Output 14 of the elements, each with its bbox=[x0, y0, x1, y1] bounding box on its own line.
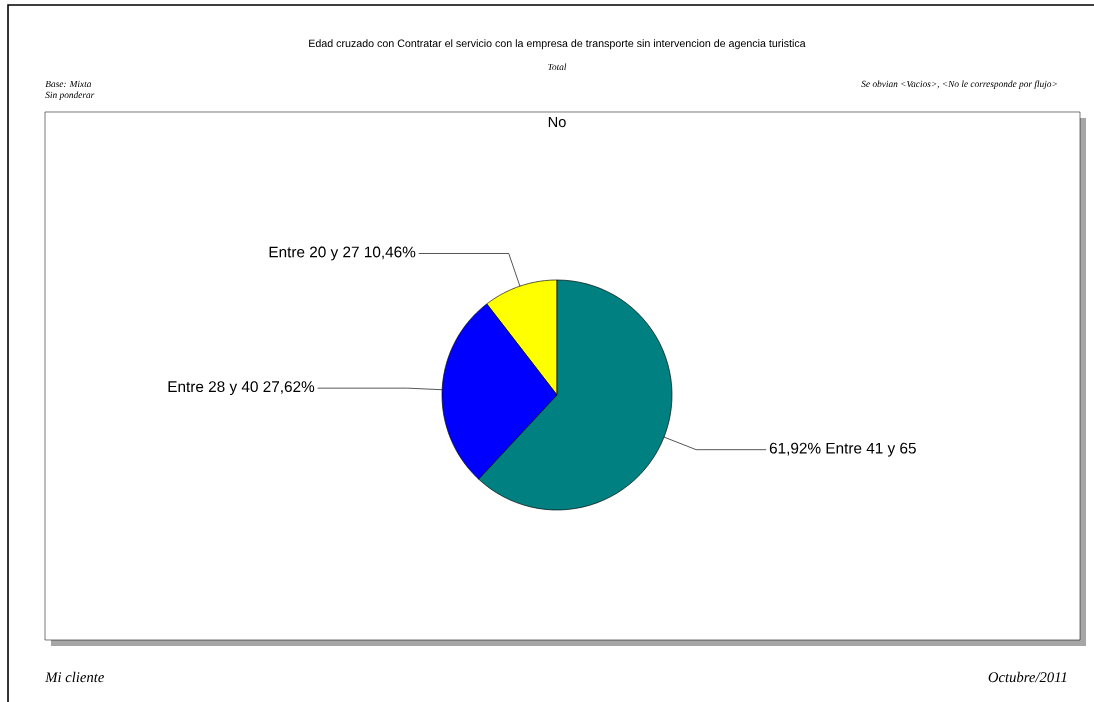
data-label: 61,92% bbox=[769, 442, 821, 456]
slice-label: Entre 41 y 65 bbox=[826, 442, 916, 457]
chart-title: Edad cruzado con Contratar el servicio con la empresa de transporte sin intervencion de agencia turistica bbox=[309, 39, 806, 50]
text: Octubre/2011 bbox=[988, 671, 1067, 683]
data-label: 10,46% bbox=[364, 246, 416, 260]
text: Total bbox=[548, 63, 567, 71]
slice-label: Entre 28 y 40 bbox=[168, 381, 258, 396]
text: Se obvian <Vacios>, <No le corresponde por flujo> bbox=[861, 80, 1057, 89]
text: Base: Mixta bbox=[45, 80, 92, 88]
text: Mi cliente bbox=[45, 671, 104, 683]
data-label: 27,62% bbox=[263, 381, 315, 394]
text: Sin ponderar bbox=[45, 91, 95, 100]
slice-label: Entre 20 y 27 bbox=[269, 246, 359, 261]
text: No bbox=[548, 116, 566, 128]
